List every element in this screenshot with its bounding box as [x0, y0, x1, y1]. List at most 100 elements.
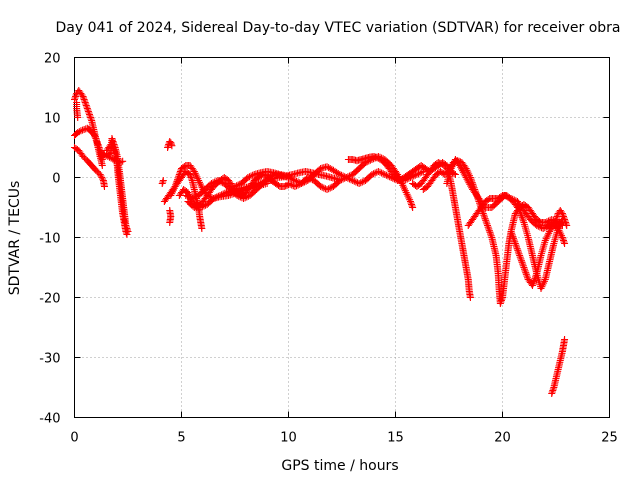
data-point-track-c [96, 171, 104, 178]
data-point-track-x [517, 257, 525, 265]
data-point-track-x [513, 243, 521, 251]
data-point-track-w [516, 208, 524, 216]
data-point-track-z [561, 336, 569, 343]
data-point-track-x [528, 282, 536, 289]
data-point-track-x [532, 271, 540, 279]
data-point-track-x [521, 265, 529, 273]
data-point-track-x [514, 248, 522, 256]
data-point-track-h [158, 180, 166, 187]
data-point-track-r [371, 169, 379, 177]
data-point-track-a [98, 162, 106, 169]
data-point-track-m [213, 193, 221, 201]
data-point-track-x [516, 252, 524, 259]
data-point-track-b [77, 127, 85, 135]
data-point-track-u [482, 218, 490, 226]
data-point-track-p [244, 174, 252, 181]
data-point-track-o [183, 192, 191, 200]
data-point-track-x [530, 276, 538, 284]
data-point-track-y [563, 222, 571, 229]
data-point-track-u [484, 222, 492, 229]
data-point-track-o [211, 178, 219, 186]
data-point-track-r [376, 168, 384, 176]
x-axis-label: GPS time / hours [281, 458, 398, 474]
data-point-track-r [357, 179, 365, 187]
data-point-track-x [529, 280, 537, 288]
data-point-track-r [326, 184, 334, 192]
data-point-track-u [480, 213, 488, 221]
data-point-track-r [323, 186, 331, 193]
data-point-track-q [315, 166, 323, 174]
data-point-track-q [286, 174, 294, 182]
data-point-track-r [286, 180, 294, 188]
x-tick-labels: 0 5 10 15 20 25 [70, 431, 617, 446]
data-point-track-u [484, 223, 492, 231]
data-point-track-r [337, 176, 345, 184]
data-point-track-b [75, 128, 83, 136]
data-point-track-y [557, 208, 565, 216]
data-point-track-o [207, 180, 215, 187]
data-point-track-r [345, 175, 353, 183]
data-point-track-l [174, 176, 182, 184]
data-point-track-u [485, 227, 493, 235]
data-point-track-w [518, 213, 526, 221]
data-point-track-g [104, 152, 112, 160]
x-tick-label: 25 [601, 431, 618, 446]
data-point-track-g [105, 153, 113, 161]
data-point-track-i [198, 225, 206, 232]
data-point-track-o [215, 177, 223, 185]
x-tick-label: 20 [494, 431, 511, 446]
data-point-track-x [509, 233, 517, 241]
data-point-track-g [102, 152, 110, 160]
data-point-track-o [243, 193, 251, 201]
data-point-track-u [483, 220, 491, 228]
data-point-track-r [339, 175, 347, 183]
data-point-track-x [524, 274, 532, 282]
data-point-track-w [519, 215, 527, 223]
data-point-track-r [294, 181, 302, 189]
data-point-track-g [107, 154, 115, 162]
data-point-track-p [245, 173, 253, 181]
x-tick-label: 5 [177, 431, 185, 446]
data-point-track-x [530, 278, 538, 286]
data-point-track-r [320, 184, 328, 192]
data-point-track-u [485, 225, 493, 233]
data-point-track-g [115, 159, 123, 166]
data-point-track-x [510, 234, 518, 242]
axis-ticks [74, 57, 610, 418]
data-point-track-r [304, 174, 312, 181]
data-point-track-r [368, 171, 376, 178]
data-point-track-y [551, 217, 559, 225]
data-point-track-j [168, 142, 176, 150]
y-tick-label: 10 [44, 112, 61, 127]
data-point-track-m [216, 192, 224, 199]
data-point-track-o [241, 194, 249, 202]
data-point-track-r [344, 174, 352, 182]
data-point-track-v [536, 223, 544, 231]
y-tick-labels: -40 -30 -20 -10 0 10 20 [39, 52, 60, 427]
data-point-track-p [234, 181, 242, 189]
data-point-track-l [175, 172, 183, 180]
data-point-track-q [336, 171, 344, 178]
data-point-track-q [409, 204, 417, 211]
data-point-track-x [515, 250, 523, 258]
data-point-track-o [236, 193, 244, 201]
data-point-track-x [516, 253, 524, 261]
data-point-track-v [534, 222, 542, 230]
x-tick-label: 15 [387, 431, 404, 446]
data-point-track-o [188, 195, 196, 202]
data-point-track-l [171, 183, 179, 190]
data-point-track-x [519, 262, 527, 270]
data-point-track-x [508, 229, 516, 237]
data-point-track-w [515, 205, 523, 213]
data-point-track-r [350, 177, 358, 185]
data-point-track-s [451, 171, 459, 178]
data-point-track-t [466, 294, 474, 301]
data-point-track-r [370, 170, 378, 178]
x-tick-label: 0 [70, 431, 78, 446]
data-point-track-v [539, 225, 547, 232]
data-point-track-r [285, 180, 292, 187]
data-point-track-r [336, 177, 344, 184]
data-point-track-u [487, 230, 495, 238]
data-point-track-r [378, 169, 386, 177]
